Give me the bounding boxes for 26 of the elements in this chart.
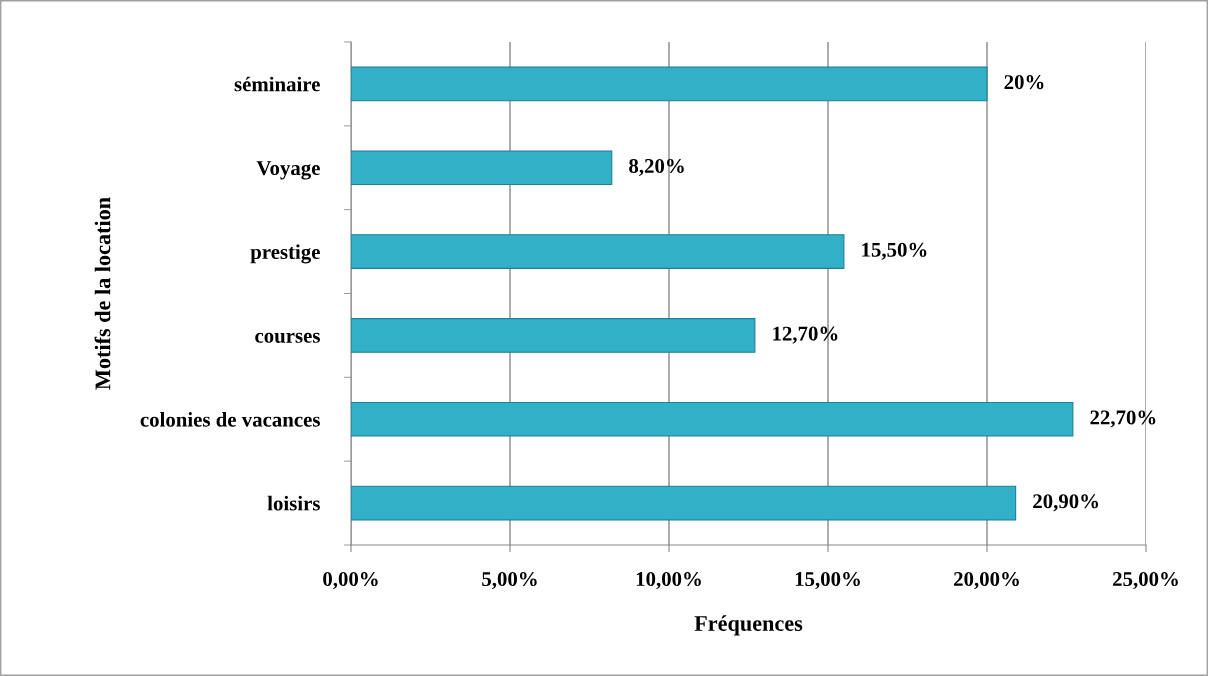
y-tick-label: loisirs [267, 495, 320, 511]
data-label: 15,50% [862, 242, 927, 260]
data-label: 12,70% [773, 326, 838, 344]
x-tick-label: 0,00% [323, 571, 378, 590]
data-label: 22,70% [1090, 410, 1156, 428]
bar [351, 66, 988, 102]
y-tick-label: prestige [250, 244, 320, 264]
y-axis-title: Motifs de la location [94, 197, 111, 390]
y-tick-label: courses [255, 332, 320, 343]
bar [351, 318, 756, 353]
bar [351, 150, 613, 186]
x-axis-title: Fréquences [694, 615, 803, 636]
x-tick-label: 15,00% [795, 571, 860, 590]
bar [351, 234, 845, 269]
x-tick-label: 10,00% [636, 571, 701, 590]
data-label: 8,20% [629, 158, 684, 176]
y-tick-label: colonies de vacances [140, 412, 320, 427]
y-tick-label: Voyage [256, 161, 320, 180]
data-label: 20% [1004, 75, 1044, 90]
data-label: 20,90% [1033, 494, 1099, 512]
bar [351, 401, 1074, 437]
x-tick-label: 20,00% [954, 571, 1019, 590]
x-tick-label: 5,00% [482, 571, 537, 590]
bar [351, 485, 1017, 521]
x-tick-label: 25,00% [1113, 571, 1178, 590]
y-tick-label: séminaire [234, 76, 320, 92]
